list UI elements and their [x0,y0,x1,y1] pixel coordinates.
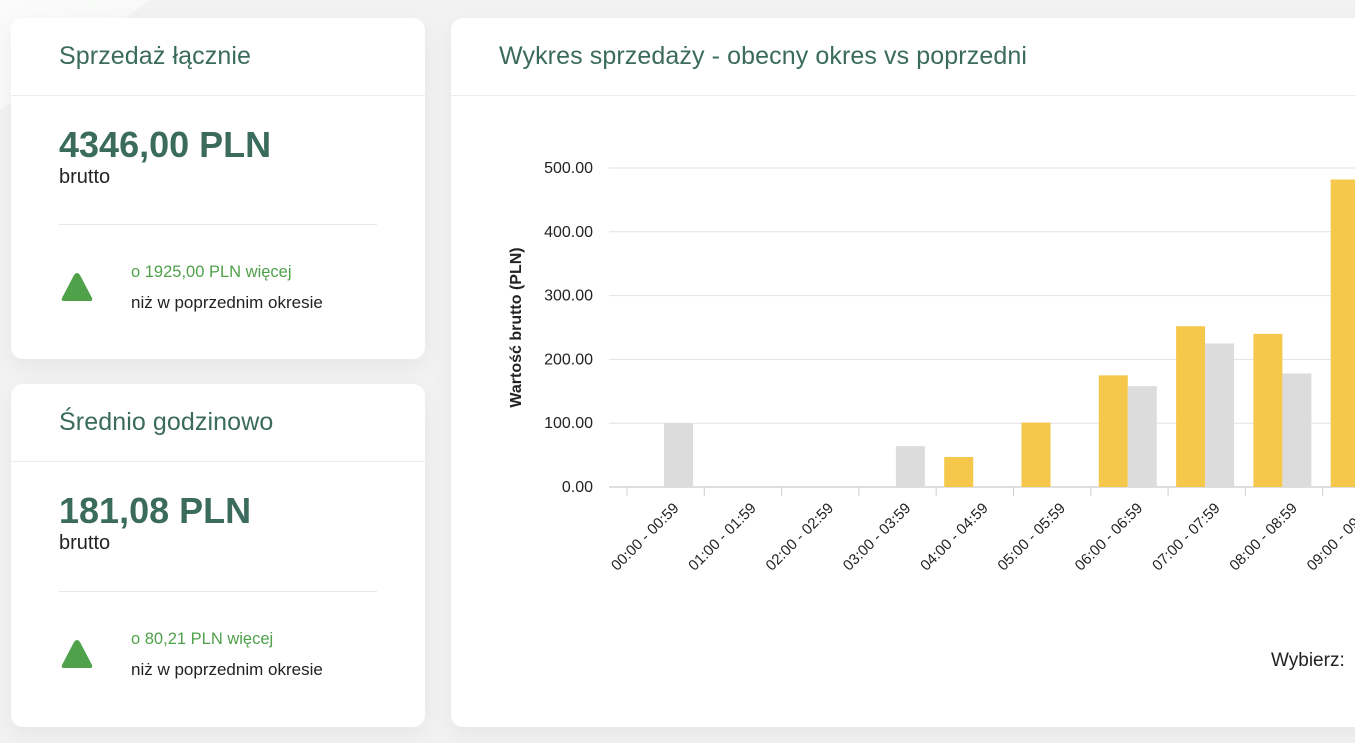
hourly-average-delta-text: niż w poprzednim okresie [131,660,323,679]
y-tick-label: 0.00 [562,479,593,496]
sales-bar-chart: 0.00 100.00 200.00 300.00 400.00 500.00 Wartoś… [508,160,1355,575]
x-tick-label: 07:00 - 07:59 [1149,500,1224,575]
bar-current-6[interactable] [1098,375,1128,487]
total-sales-delta-text: niż w poprzednim okresie [131,293,323,312]
bar-current-4[interactable] [944,457,974,487]
sales-chart-header: Wykres sprzedaży - obecny okres vs poprz… [451,18,1355,96]
bar-previous-0[interactable] [664,423,693,487]
y-tick-label: 100.00 [544,415,593,432]
hourly-average-divider [59,591,377,592]
x-tick-label: 09:00 - 09:59 [1304,500,1355,575]
x-tick-label: 06:00 - 06:59 [1072,500,1147,575]
x-tick-label: 04:00 - 04:59 [917,500,992,575]
hourly-average-header: Średnio godzinowo [11,384,425,462]
x-tick-label: 05:00 - 05:59 [994,500,1069,575]
bar-previous-3[interactable] [895,446,925,487]
x-tick-label: 03:00 - 03:59 [840,500,915,575]
total-sales-header: Sprzedaż łącznie [11,18,425,96]
hourly-average-value: 181,08 PLN [59,490,252,531]
sales-chart-card: Wykres sprzedaży - obecny okres vs poprz… [451,18,1355,727]
y-tick-label: 400.00 [544,224,593,241]
total-sales-delta: o 1925,00 PLN więcej [131,263,292,281]
bar-current-9[interactable] [1330,179,1355,487]
total-sales-value: 4346,00 PLN [59,124,272,165]
sales-chart-title: Wykres sprzedaży - obecny okres vs poprz… [499,42,1027,70]
hourly-average-title: Średnio godzinowo [59,408,274,436]
hourly-average-delta: o 80,21 PLN więcej [131,630,274,648]
total-sales-gross-label: brutto [59,166,111,188]
bar-current-8[interactable] [1253,333,1283,487]
total-sales-divider [59,224,377,225]
bar-previous-6[interactable] [1127,386,1157,487]
y-tick-label: 200.00 [544,351,593,368]
y-tick-label: 500.00 [544,160,593,177]
x-tick-label: 01:00 - 01:59 [685,500,760,575]
x-tick-label: 00:00 - 00:59 [608,500,683,575]
arrow-up-icon [61,273,93,301]
hourly-average-gross-label: brutto [59,532,111,554]
y-tick-label: 300.00 [544,288,593,305]
bar-previous-8[interactable] [1282,373,1312,487]
select-period-label: Wybierz: [1271,650,1345,671]
arrow-up-icon [61,640,93,668]
x-tick-label: 02:00 - 02:59 [763,500,838,575]
total-sales-title: Sprzedaż łącznie [59,42,251,70]
bar-current-7[interactable] [1176,326,1206,487]
bar-current-5[interactable] [1021,422,1051,487]
x-tick-label: 08:00 - 08:59 [1226,500,1301,575]
hourly-average-card: Średnio godzinowo 181,08 PLN brutto o 80… [11,384,425,727]
total-sales-card: Sprzedaż łącznie 4346,00 PLN brutto o 19… [11,18,425,359]
y-axis-label: Wartość brutto (PLN) [508,247,525,407]
bar-previous-7[interactable] [1205,343,1235,487]
